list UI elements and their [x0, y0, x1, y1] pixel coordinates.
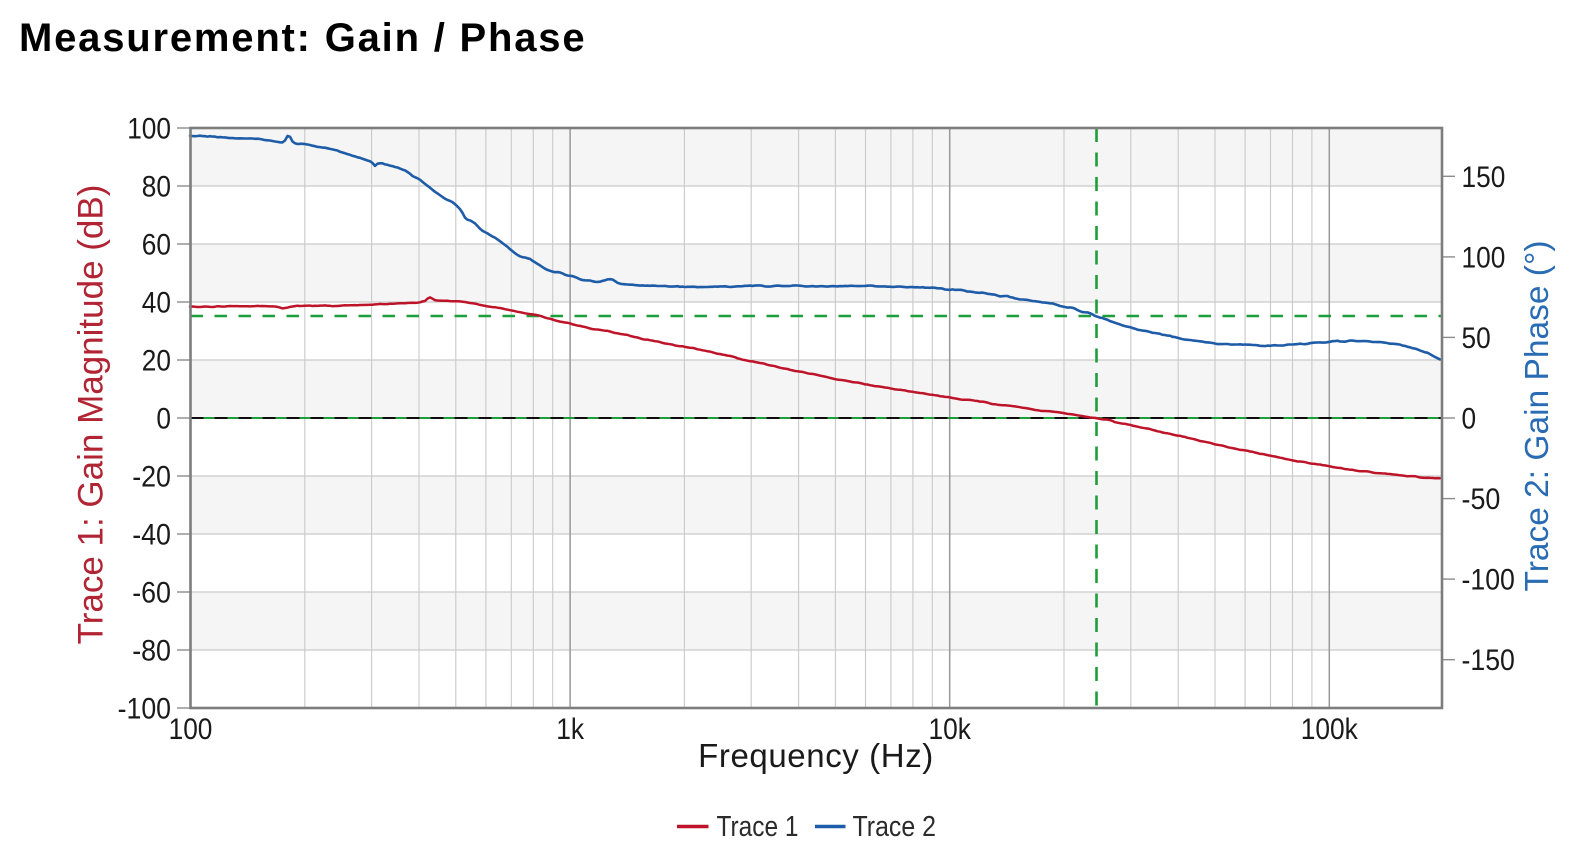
svg-text:40: 40	[142, 287, 171, 320]
svg-text:Trace 1: Trace 1	[717, 811, 799, 843]
svg-text:Measurement: Gain / Phase: Measurement: Gain / Phase	[19, 16, 586, 60]
svg-text:-40: -40	[132, 519, 171, 552]
svg-text:50: 50	[1462, 322, 1491, 355]
svg-text:-150: -150	[1462, 644, 1515, 677]
svg-text:20: 20	[142, 345, 171, 378]
svg-text:100: 100	[127, 113, 171, 146]
svg-text:1k: 1k	[556, 713, 585, 746]
svg-text:-60: -60	[132, 577, 171, 610]
svg-text:Trace 1: Gain Magnitude (dB): Trace 1: Gain Magnitude (dB)	[72, 185, 111, 645]
svg-text:-100: -100	[118, 693, 171, 726]
svg-text:0: 0	[156, 403, 171, 436]
svg-text:150: 150	[1462, 161, 1506, 194]
svg-text:0: 0	[1462, 403, 1477, 436]
svg-text:Trace 2: Trace 2	[853, 811, 937, 843]
svg-text:100k: 100k	[1301, 713, 1359, 746]
svg-text:-20: -20	[132, 461, 171, 494]
svg-text:Frequency (Hz): Frequency (Hz)	[698, 737, 934, 774]
svg-text:100: 100	[1462, 241, 1506, 274]
svg-text:-50: -50	[1462, 483, 1501, 516]
svg-text:100: 100	[169, 713, 213, 746]
svg-text:10k: 10k	[929, 713, 972, 746]
svg-text:Trace 2: Gain Phase (°): Trace 2: Gain Phase (°)	[1519, 240, 1556, 591]
svg-text:80: 80	[142, 171, 171, 204]
svg-text:60: 60	[142, 229, 171, 262]
svg-text:-80: -80	[132, 635, 171, 668]
svg-text:-100: -100	[1462, 564, 1515, 597]
